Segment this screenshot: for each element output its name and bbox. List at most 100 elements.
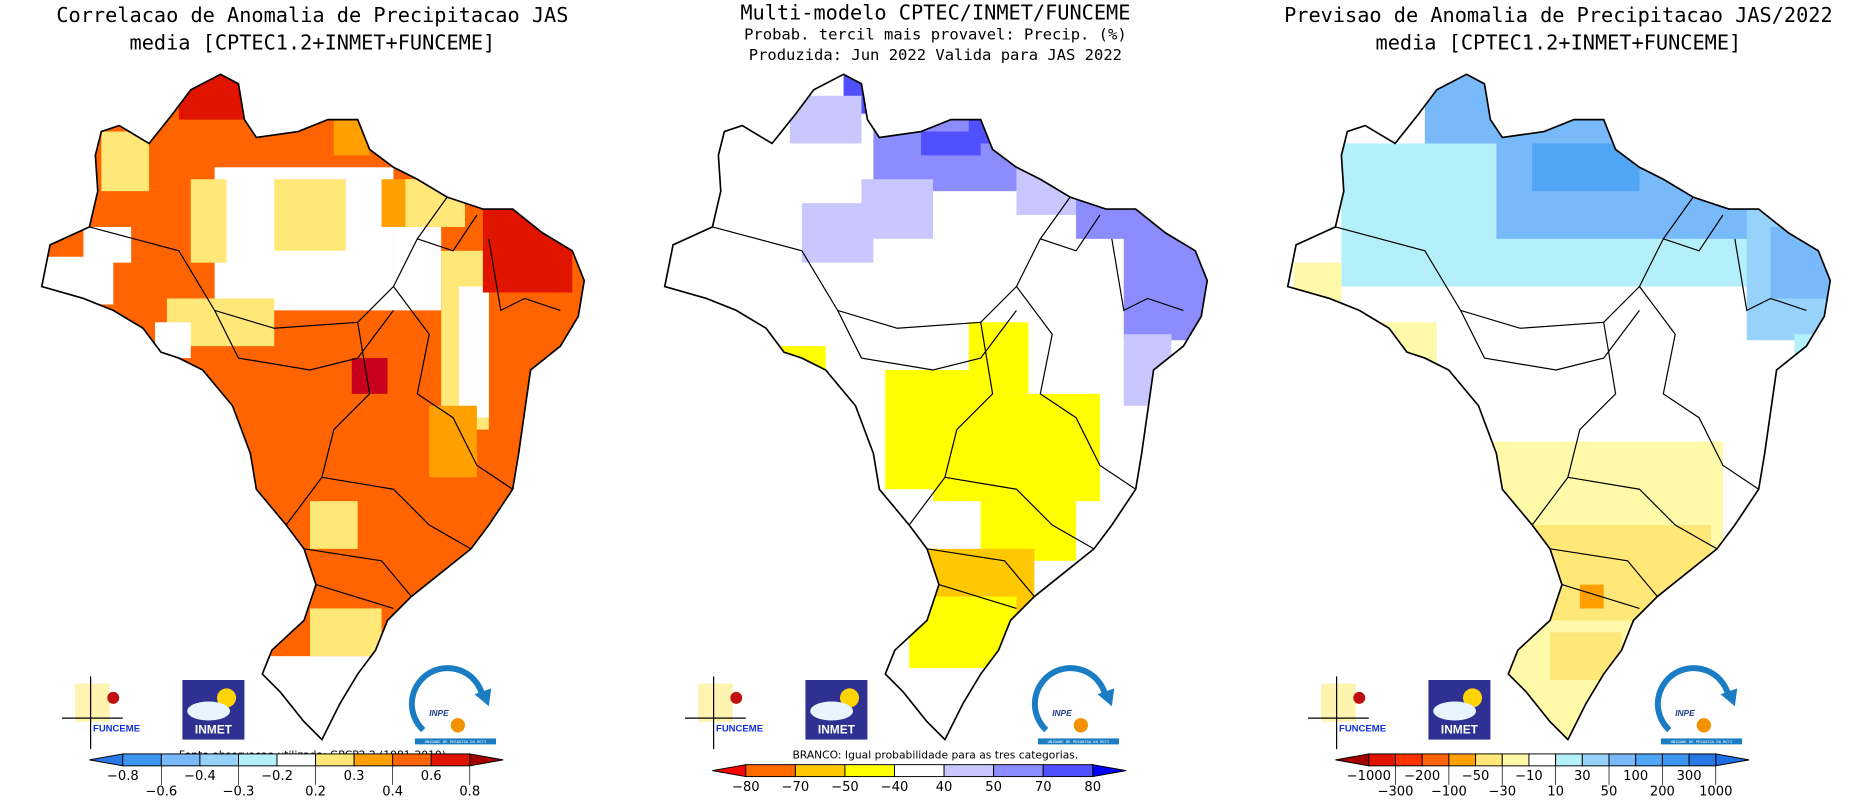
inmet-logo: INMET xyxy=(182,680,245,740)
grid-cell-patch xyxy=(274,179,346,251)
colorbar-bin xyxy=(1042,764,1094,778)
colorbar-tick-label: −200 xyxy=(1404,769,1440,784)
anomaly-field xyxy=(41,74,585,740)
state-border xyxy=(1335,196,1694,329)
inpe-logo-subtext: UNIDADE DE PESQUISA DO MCTI xyxy=(425,739,487,744)
colorbar-bin xyxy=(199,753,239,767)
grid-cell-patch xyxy=(1123,209,1208,341)
state-border xyxy=(285,322,371,526)
funceme-logo-text: FUNCEME xyxy=(93,723,140,734)
colorbar-arrow-high xyxy=(469,753,504,767)
funceme-logo-text: FUNCEME xyxy=(1339,723,1386,734)
colorbar-bin xyxy=(993,764,1044,778)
colorbar-bin xyxy=(1555,753,1583,767)
state-border xyxy=(1460,310,1640,371)
grid-cell-patch xyxy=(921,131,981,156)
colorbar-bin xyxy=(1608,753,1637,767)
colorbar-tick-label: 0.4 xyxy=(382,785,403,800)
grid-cell-patch xyxy=(1550,632,1622,680)
colorbar-bin xyxy=(122,753,162,767)
state-border xyxy=(1638,286,1760,490)
grid-cell-patch xyxy=(238,656,370,740)
state-border xyxy=(1549,548,1658,597)
inmet-logo-text: INMET xyxy=(1441,723,1479,737)
state-border xyxy=(908,322,994,526)
grid-cell-patch xyxy=(351,358,388,394)
colorbar: −1000−300−200−100−50−30−10 10 30 50 10020030… xyxy=(1335,753,1750,800)
grid-cell-patch xyxy=(909,596,1017,669)
inpe-logo: INPE UNIDADE DE PESQUISA DO MCTI xyxy=(1031,665,1119,745)
colorbar-bin xyxy=(745,764,796,778)
state-border xyxy=(837,310,1017,371)
grid-cell-patch xyxy=(310,608,382,657)
colorbar-bin xyxy=(160,753,201,767)
map-title-line: Multi-modelo CPTEC/INMET/FUNCEME xyxy=(740,0,1130,24)
colorbar-tick-label: −50 xyxy=(831,780,859,795)
colorbar-bin xyxy=(276,753,317,767)
map-title-line: Correlacao de Anomalia de Precipitacao J… xyxy=(56,3,568,27)
map-title-line: media [CPTEC1.2+INMET+FUNCEME] xyxy=(1376,30,1742,54)
colorbar-tick-label: −40 xyxy=(881,780,909,795)
colorbar-tick-label: −50 xyxy=(1462,769,1490,784)
colorbar-tick-label: 30 xyxy=(1574,769,1591,784)
state-border xyxy=(926,548,1035,597)
colorbar-tick-label: −0.6 xyxy=(145,785,177,800)
state-border xyxy=(1567,476,1718,550)
grid-cell-patch xyxy=(968,119,1005,144)
colorbar-tick-label: 0.8 xyxy=(459,785,480,800)
colorbar-tick-label: 50 xyxy=(1601,785,1618,800)
map-panel-3: Previsao de Anomalia de Precipitacao JAS… xyxy=(1246,0,1860,802)
map-panel-1: Correlacao de Anomalia de Precipitacao J… xyxy=(0,0,620,802)
state-border xyxy=(214,310,394,371)
inpe-logo: INPE UNIDADE DE PESQUISA DO MCTI xyxy=(1654,665,1742,745)
brazil-outline xyxy=(40,73,586,742)
colorbar-arrow-high xyxy=(1715,753,1750,767)
colorbar-tick-label: −300 xyxy=(1377,785,1413,800)
map-title-line: Produzida: Jun 2022 Valida para JAS 2022 xyxy=(749,46,1122,64)
grid-cell-patch xyxy=(1365,322,1437,370)
state-border xyxy=(1015,286,1137,490)
grid-cell-patch xyxy=(1532,143,1640,192)
colorbar-bin xyxy=(1501,753,1530,767)
funceme-logo: FUNCEME xyxy=(685,676,763,750)
colorbar-bin xyxy=(794,764,846,778)
colorbar-bin xyxy=(1661,753,1690,767)
inmet-logo: INMET xyxy=(1428,680,1491,740)
colorbar-tick-label: −1000 xyxy=(1347,769,1391,784)
inpe-logo-text: INPE xyxy=(1052,708,1072,718)
map-title-line: Previsao de Anomalia de Precipitacao JAS… xyxy=(1284,3,1833,27)
colorbar: −0.8 −0.6 −0.4 −0.3 −0.2 0.2 0.3 0.4 0.6 0.8 xyxy=(89,753,504,800)
grid-cell-patch xyxy=(933,393,1100,502)
colorbar-arrow-low xyxy=(712,764,747,778)
colorbar-tick-label: 0.3 xyxy=(344,769,365,784)
state-border xyxy=(1531,322,1617,526)
colorbar-tick-label: −70 xyxy=(782,780,810,795)
grid-cell-patch xyxy=(459,286,489,418)
colorbar-tick-label: −0.2 xyxy=(261,769,293,784)
inpe-logo-subtext: UNIDADE DE PESQUISA DO MCTI xyxy=(1048,739,1110,744)
inmet-logo-text: INMET xyxy=(195,723,233,737)
colorbar-tick-label: 10 xyxy=(1547,785,1564,800)
colorbar-bin xyxy=(1395,753,1423,767)
state-border xyxy=(417,214,561,312)
colorbar-bin xyxy=(1688,753,1717,767)
colorbar-tick-label: −100 xyxy=(1431,785,1467,800)
colorbar-tick-label: 200 xyxy=(1650,785,1675,800)
grid-cell-patch xyxy=(789,95,862,144)
inpe-logo-text: INPE xyxy=(429,708,449,718)
state-border xyxy=(321,476,472,550)
inpe-logo-text: INPE xyxy=(1675,708,1695,718)
state-border xyxy=(1663,214,1807,312)
colorbar-caption: BRANCO: Igual probabilidade para as tres… xyxy=(792,749,1078,762)
map-title-line: media [CPTEC1.2+INMET+FUNCEME] xyxy=(130,30,496,54)
anomaly-field xyxy=(1287,74,1831,740)
grid-cell-patch xyxy=(310,501,358,549)
colorbar-tick-label: 40 xyxy=(936,780,953,795)
colorbar-bin xyxy=(1368,753,1396,767)
grid-cell-patch xyxy=(405,179,465,227)
map-figure: Multi-modelo CPTEC/INMET/FUNCEME Probab. … xyxy=(663,0,1209,795)
colorbar: −80 −70 −50 −40 40 50 70 80 xyxy=(712,764,1127,795)
colorbar-tick-label: −0.8 xyxy=(107,769,139,784)
colorbar-bin xyxy=(1475,753,1503,767)
colorbar-tick-label: 1000 xyxy=(1699,785,1732,800)
